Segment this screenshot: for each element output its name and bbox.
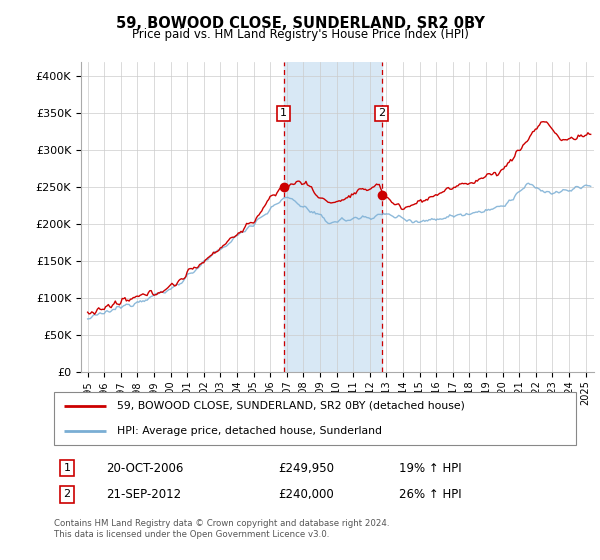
Text: HPI: Average price, detached house, Sunderland: HPI: Average price, detached house, Sund… [116, 426, 382, 436]
Text: 2: 2 [64, 489, 71, 499]
Text: 59, BOWOOD CLOSE, SUNDERLAND, SR2 0BY (detached house): 59, BOWOOD CLOSE, SUNDERLAND, SR2 0BY (d… [116, 401, 464, 411]
Text: 1: 1 [280, 109, 287, 118]
Text: 1: 1 [64, 463, 71, 473]
Text: Contains HM Land Registry data © Crown copyright and database right 2024.
This d: Contains HM Land Registry data © Crown c… [54, 519, 389, 539]
FancyBboxPatch shape [54, 392, 576, 445]
Text: 19% ↑ HPI: 19% ↑ HPI [398, 461, 461, 475]
Text: £240,000: £240,000 [278, 488, 334, 501]
Bar [284, 62, 382, 372]
Text: 20-OCT-2006: 20-OCT-2006 [106, 461, 184, 475]
Text: 21-SEP-2012: 21-SEP-2012 [106, 488, 181, 501]
Text: 26% ↑ HPI: 26% ↑ HPI [398, 488, 461, 501]
Text: £249,950: £249,950 [278, 461, 334, 475]
Text: Price paid vs. HM Land Registry's House Price Index (HPI): Price paid vs. HM Land Registry's House … [131, 28, 469, 41]
Text: 59, BOWOOD CLOSE, SUNDERLAND, SR2 0BY: 59, BOWOOD CLOSE, SUNDERLAND, SR2 0BY [116, 16, 484, 31]
Text: 2: 2 [378, 109, 385, 118]
